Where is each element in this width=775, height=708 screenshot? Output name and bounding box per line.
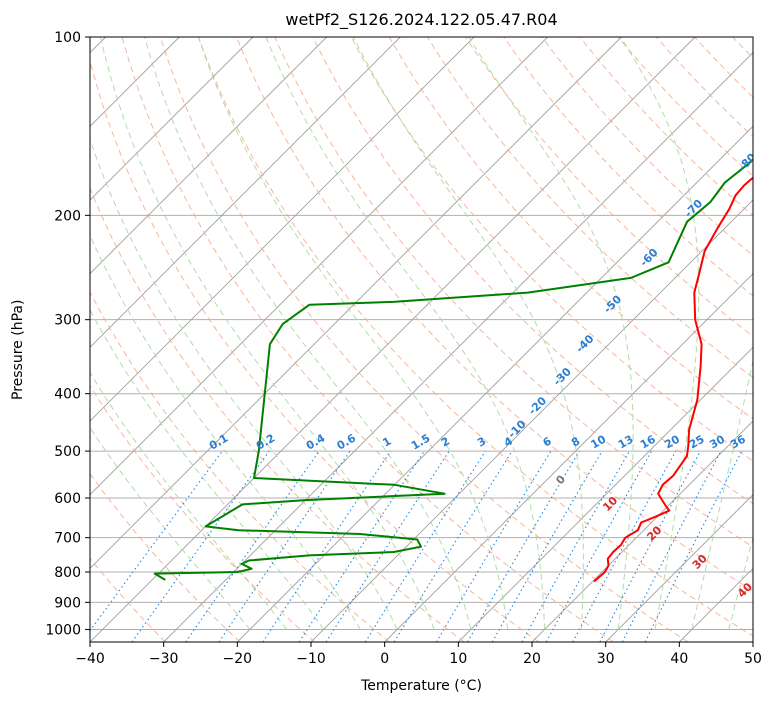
isotherm-line [90,37,548,496]
moist-adiabat-line [728,536,753,630]
x-tick-label: 10 [449,651,467,667]
mixing-ratio-line [572,450,677,642]
mixing-ratio-line [491,450,603,642]
isotherm-line [458,346,753,642]
y-tick-label: 300 [54,313,81,329]
y-tick-label: 700 [54,531,81,547]
x-tick-label: 20 [523,651,541,667]
mixing-ratio-line [364,450,486,642]
isotherm-line [384,273,753,642]
isotherm-line [310,199,753,642]
moist-adiabat-line [90,137,398,630]
y-tick-label: 200 [54,208,81,224]
moist-adiabat-line [90,426,251,630]
mixing-ratio-line [393,450,513,642]
mixing-ratio-line [545,450,653,642]
moist-adiabat-line [100,37,435,630]
dry-adiabat-line [198,37,753,637]
moist-adiabat-line [90,371,288,630]
isotherm-line [752,641,753,642]
mixing-ratio-line [185,450,320,642]
isotherm-line [531,420,753,642]
y-axis-label: Pressure (hPa) [10,299,26,400]
moist-adiabat-line [90,234,361,630]
y-tick-label: 800 [54,565,81,581]
dry-adiabat-line [426,37,753,378]
moist-adiabat-line [352,37,584,630]
chart-title: wetPf2_S126.2024.122.05.47.R04 [285,10,558,29]
y-tick-label: 1000 [45,622,81,638]
dry-adiabat-line [90,291,390,642]
moist-adiabat-line [468,37,634,630]
moist-adiabat-line [144,37,472,630]
y-tick-label: 400 [54,387,81,403]
dry-adiabat-line [159,37,689,642]
dry-adiabat-line [236,37,753,592]
dry-adiabat-line [274,37,753,548]
x-tick-label: −40 [75,651,105,667]
isotherm-line [605,494,753,642]
x-tick-label: −30 [149,651,179,667]
x-tick-label: 50 [744,651,762,667]
isotherm-line [90,37,401,348]
mixing-ratio-line [90,450,223,632]
x-tick-label: 0 [380,651,389,667]
dry-adiabat-line [503,37,753,297]
temperature-profile-line [593,176,753,583]
y-tick-label: 100 [54,30,81,46]
dry-adiabat-line [388,37,753,420]
y-tick-label: 500 [54,444,81,460]
plot-frame [89,36,754,643]
mixing-ratio-line [467,450,580,642]
moist-adiabat-line [691,358,753,630]
mixing-ratio-line [325,450,450,642]
isotherm-line [90,37,254,201]
dry-adiabat-line [312,37,753,505]
moist-adiabat-line [197,37,509,630]
isotherm-line [163,52,753,642]
moist-adiabat-line [90,308,324,630]
plot-area: -100-90-80-70-60-50-40-30-20-100.10.20.4… [90,37,775,642]
dry-adiabat-line [90,384,316,642]
dry-adiabat-line [617,37,753,177]
isotherm-line [237,125,753,642]
y-tick-label: 600 [54,491,81,507]
mixing-ratio-line [521,450,630,642]
dry-adiabat-line [90,186,465,642]
isotherm-line [90,37,696,642]
moist-adiabat-line [265,37,546,630]
dry-adiabat-line [771,37,775,642]
mixing-ratio-line [298,450,425,642]
isotherm-line [90,37,622,569]
dry-adiabat-line [90,59,540,642]
moist-adiabat-line [620,37,700,630]
isotherm-line [90,37,475,422]
x-tick-label: −10 [296,651,326,667]
x-tick-label: 40 [670,651,688,667]
x-axis-label: Temperature (°C) [361,678,482,694]
x-tick-label: 30 [597,651,615,667]
x-tick-label: −20 [223,651,253,667]
dewpoint-profile-line [153,157,753,581]
isotherm-line [90,37,327,275]
dry-adiabat-line [121,37,614,642]
y-tick-label: 900 [54,595,81,611]
mixing-ratio-line [131,450,270,642]
plot-background [90,37,753,642]
mixing-ratio-line [435,450,552,642]
